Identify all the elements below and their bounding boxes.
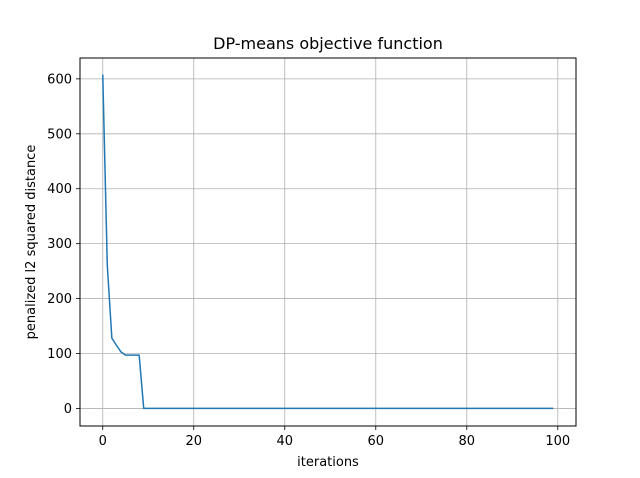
y-axis-label: penalized l2 squared distance: [24, 145, 39, 340]
x-axis: 0 20 40 60 80 100: [99, 426, 570, 449]
plot-frame: [79, 57, 577, 427]
y-tick-label: 100: [47, 347, 72, 362]
y-tick-label: 600: [47, 72, 72, 87]
series-line: [102, 74, 554, 410]
x-tick-label: 80: [459, 434, 476, 449]
grid: [80, 58, 576, 426]
x-tick-label: 100: [545, 434, 570, 449]
x-tick-label: 40: [276, 434, 293, 449]
x-axis-label: iterations: [297, 455, 359, 470]
series-layer: [102, 74, 554, 410]
y-tick-label: 400: [47, 182, 72, 197]
x-tick-label: 0: [99, 434, 107, 449]
y-axis: 0 100 200 300 400 500 600: [47, 72, 80, 417]
x-tick-label: 20: [185, 434, 202, 449]
y-tick-label: 300: [47, 237, 72, 252]
y-tick-label: 0: [64, 402, 72, 417]
y-tick-label: 500: [47, 127, 72, 142]
chart-title: DP-means objective function: [213, 34, 443, 53]
x-tick-label: 60: [368, 434, 385, 449]
y-tick-label: 200: [47, 292, 72, 307]
